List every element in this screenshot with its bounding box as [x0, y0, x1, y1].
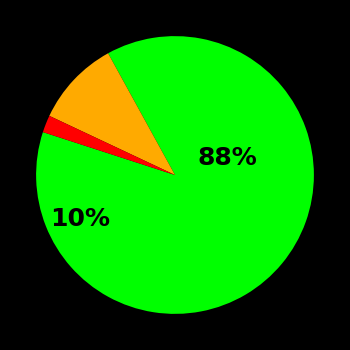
- Text: 10%: 10%: [50, 208, 111, 231]
- Wedge shape: [43, 116, 175, 175]
- Text: 88%: 88%: [198, 146, 258, 170]
- Wedge shape: [36, 36, 314, 314]
- Wedge shape: [49, 53, 175, 175]
